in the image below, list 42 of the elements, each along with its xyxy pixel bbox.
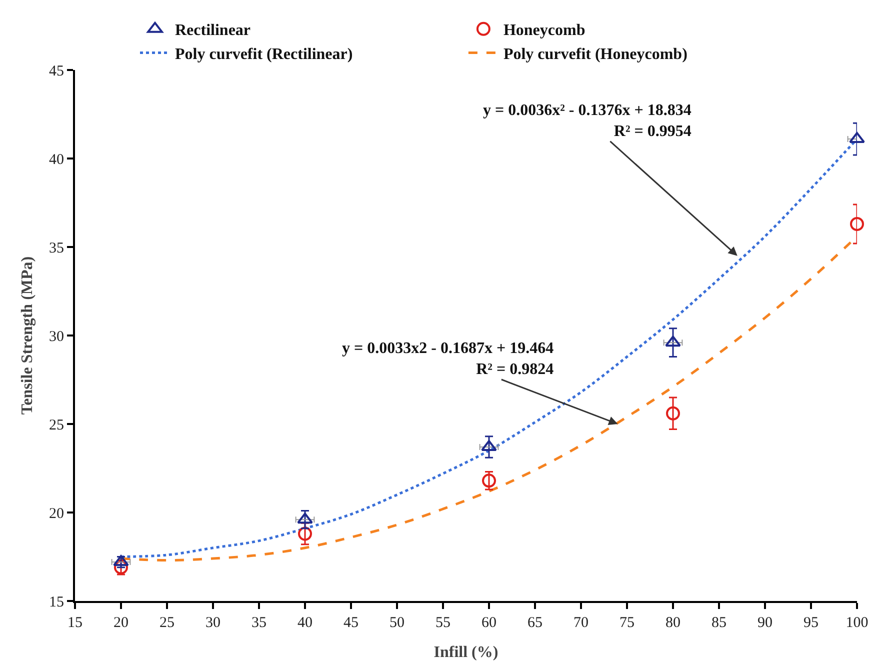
y-axis-title: Tensile Strength (MPa) <box>19 256 36 415</box>
legend-label: Honeycomb <box>503 22 586 40</box>
y-tick-label: 40 <box>49 152 64 168</box>
y-tick-label: 25 <box>49 417 64 434</box>
x-tick-label: 95 <box>804 615 818 631</box>
point <box>849 132 865 144</box>
x-tick-label: 45 <box>344 615 358 631</box>
point <box>298 526 312 541</box>
y-tick-label: 20 <box>49 506 64 522</box>
point <box>666 406 680 420</box>
x-tick-label: 80 <box>666 615 680 631</box>
x-tick-label: 25 <box>160 615 174 631</box>
x-tick-label: 20 <box>114 615 128 631</box>
x-axis-title: Infill (%) <box>434 644 498 661</box>
point <box>297 512 313 524</box>
legend-label: Rectilinear <box>175 22 251 40</box>
legend-label: Poly curvefit (Honeycomb) <box>503 46 688 63</box>
annotation: y = 0.0033x2 - 0.1687x + 19.464 R² = 0.9824 <box>342 340 554 378</box>
point <box>665 336 681 347</box>
x-tick-label: 65 <box>528 615 542 631</box>
point <box>482 474 496 488</box>
x-tick-label: 100 <box>846 615 868 631</box>
x-tick-label: 75 <box>620 615 634 631</box>
x-tick-label: 85 <box>712 615 726 631</box>
y-tick-label: 45 <box>49 63 64 80</box>
x-tick-label: 90 <box>758 615 772 631</box>
annotation: y = 0.0036x² - 0.1376x + 18.834 R² = 0.9954 <box>483 102 692 140</box>
y-tick-label: 30 <box>49 328 64 345</box>
y-tick-label: 35 <box>49 240 64 256</box>
x-tick-label: 30 <box>206 615 220 631</box>
x-tick-label: 50 <box>390 615 404 631</box>
point <box>850 216 864 231</box>
point <box>113 555 129 566</box>
x-tick-label: 70 <box>574 615 588 631</box>
x-tick-label: 35 <box>252 615 266 631</box>
x-tick-label: 55 <box>436 615 450 631</box>
point <box>481 440 497 452</box>
x-tick-label: 15 <box>68 615 82 631</box>
x-tick-label: 40 <box>298 615 312 631</box>
legend-label: Poly curvefit (Rectilinear) <box>175 46 353 63</box>
y-tick-label: 15 <box>49 594 64 610</box>
x-tick-label: 60 <box>482 615 496 631</box>
